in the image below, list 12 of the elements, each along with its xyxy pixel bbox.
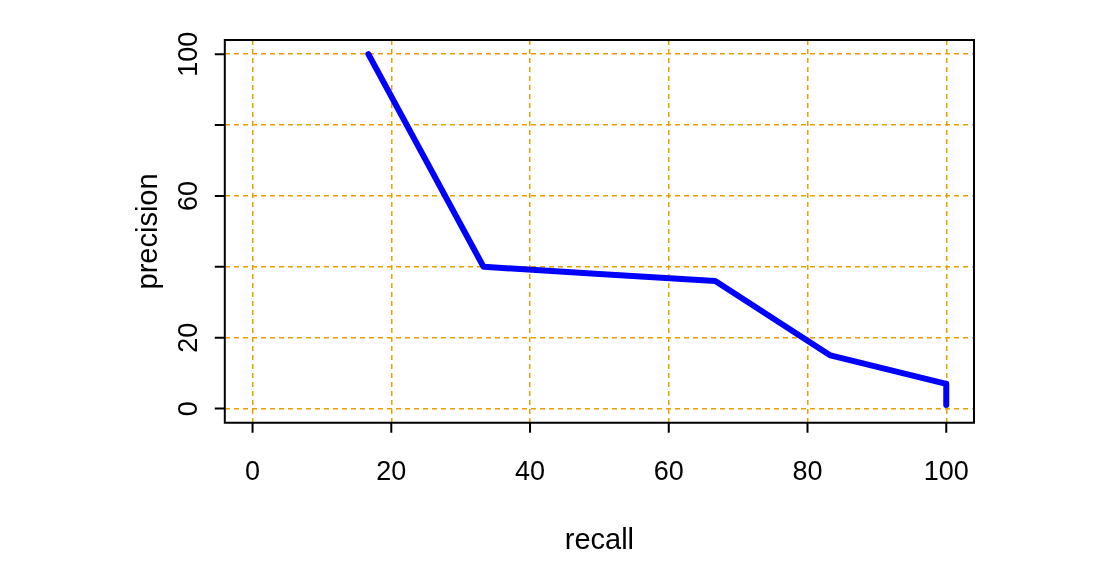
x-tick-label: 60	[653, 456, 684, 487]
x-tick-label: 20	[376, 456, 407, 487]
y-axis-title: precision	[131, 173, 164, 290]
y-tick-label: 20	[172, 322, 203, 353]
x-tick-label: 100	[923, 456, 969, 487]
x-tick-label: 80	[792, 456, 823, 487]
y-tick-label: 60	[172, 180, 203, 211]
y-tick-label: 0	[172, 401, 203, 417]
y-tick-label: 100	[172, 31, 203, 77]
x-tick-label: 0	[245, 456, 261, 487]
x-tick-label: 40	[515, 456, 546, 487]
x-axis-title: recall	[564, 522, 635, 555]
